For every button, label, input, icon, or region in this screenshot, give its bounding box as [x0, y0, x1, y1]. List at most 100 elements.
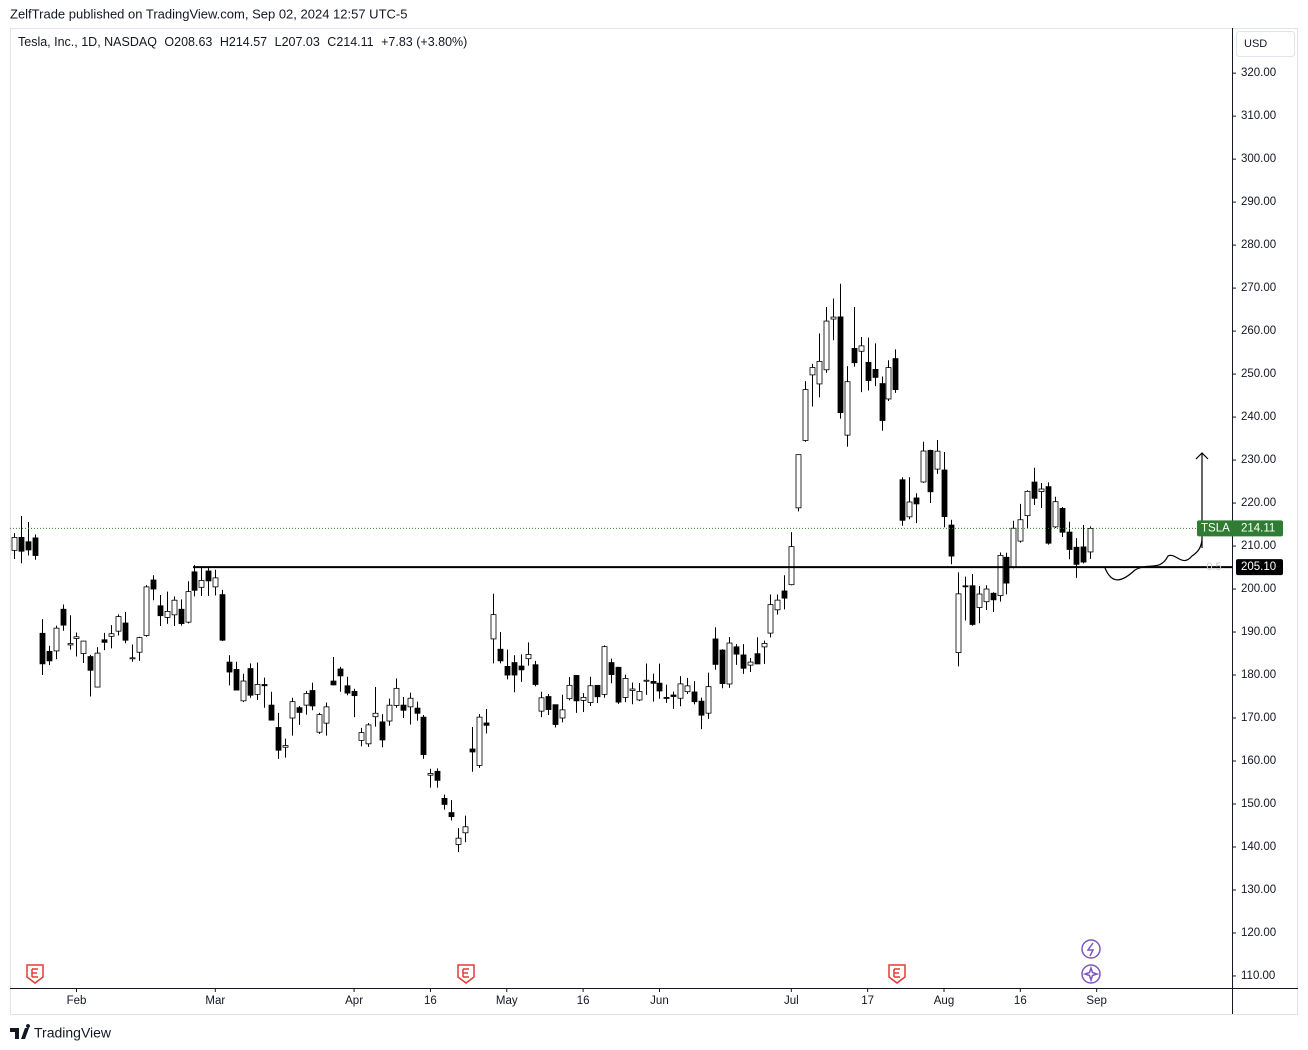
candle-body — [587, 685, 594, 703]
candle-body — [462, 826, 469, 834]
candle-body — [129, 657, 136, 660]
candle-body — [983, 588, 990, 603]
candle-body — [872, 368, 879, 378]
candle-body — [407, 697, 414, 708]
candle-body — [101, 639, 108, 643]
candle-body — [934, 450, 941, 470]
candle-body — [532, 664, 539, 685]
y-tick-label: 130.00 — [1241, 884, 1276, 896]
candle-body — [80, 640, 87, 654]
candle-body — [580, 696, 587, 701]
candle-body — [899, 479, 906, 521]
candle-body — [330, 680, 337, 686]
candle-body — [25, 541, 32, 551]
candle-body — [115, 616, 122, 632]
candle-body — [303, 693, 310, 706]
candle-body — [573, 675, 580, 702]
candle-body — [545, 696, 552, 710]
x-tick-label: 17 — [861, 995, 874, 1007]
y-tick-label: 140.00 — [1241, 841, 1276, 853]
symbol-legend: Tesla, Inc., 1D, NASDAQ O208.63 H214.57 … — [18, 35, 467, 49]
candle-body — [143, 586, 150, 636]
candle-body — [483, 722, 490, 726]
change: +7.83 (+3.80%) — [381, 35, 467, 49]
candle-body — [622, 678, 629, 698]
candle-body — [559, 709, 566, 719]
arrow-head — [1195, 452, 1209, 460]
candle-body — [157, 605, 164, 617]
candle-body — [164, 610, 171, 618]
candle-body — [733, 646, 740, 655]
brand-logo: TradingView — [10, 1024, 112, 1041]
candle-body — [1080, 546, 1087, 563]
candle-body — [879, 383, 886, 421]
candle-body — [386, 704, 393, 722]
candle-body — [643, 679, 650, 682]
candle-body — [18, 537, 25, 552]
candle-body — [837, 316, 844, 414]
candle-body — [254, 684, 261, 695]
candle-body — [1045, 486, 1052, 544]
candle-body — [247, 668, 254, 696]
candle-body — [892, 358, 899, 391]
candle-body — [226, 661, 233, 673]
candle-body — [351, 690, 358, 697]
candle-body — [677, 683, 684, 699]
candle-body — [844, 381, 851, 436]
x-tick-label: Apr — [345, 995, 363, 1007]
candle-body — [594, 684, 601, 698]
candle-body — [455, 837, 462, 845]
candle-body — [67, 643, 74, 646]
candle-body — [885, 367, 892, 400]
y-tick-label: 280.00 — [1241, 239, 1276, 251]
candle-body — [629, 688, 636, 691]
candle-body — [650, 681, 657, 684]
candle-body — [865, 361, 872, 381]
currency-button[interactable] — [1236, 31, 1295, 57]
candle-body — [1038, 488, 1045, 492]
y-tick-label: 240.00 — [1241, 411, 1276, 423]
ohlc-label: H — [220, 35, 229, 49]
y-tick-label: 230.00 — [1241, 454, 1276, 466]
candle-body — [136, 637, 143, 653]
ohlc-label: C — [327, 35, 336, 49]
candle-body — [309, 690, 316, 707]
candle-body — [941, 469, 948, 517]
x-tick-label: Aug — [934, 995, 954, 1007]
candle-body — [990, 592, 997, 601]
candle-body — [913, 497, 920, 505]
candle-body — [636, 691, 643, 701]
x-tick-label: 16 — [1014, 995, 1027, 1007]
currency[interactable]: USD — [1244, 38, 1267, 50]
candle-body — [1024, 490, 1031, 517]
candle-body — [289, 701, 296, 719]
candle-body — [712, 638, 719, 665]
y-tick-label: 310.00 — [1241, 110, 1276, 122]
candle-body — [365, 724, 372, 745]
candle-body — [781, 590, 788, 599]
candle-body — [1052, 501, 1059, 528]
candle-body — [448, 812, 455, 818]
y-tick-label: 220.00 — [1241, 497, 1276, 509]
ohlc-value: 214.11 — [336, 35, 373, 49]
chart-frame — [10, 28, 1298, 1015]
candle-body — [976, 593, 983, 608]
candle-body — [1003, 556, 1010, 584]
candle-body — [185, 591, 192, 623]
candle-body — [1059, 508, 1066, 533]
fib-label: 0.5 — [1206, 561, 1221, 573]
y-tick-label: 270.00 — [1241, 282, 1276, 294]
candle-body — [400, 704, 407, 711]
candle-body — [358, 732, 365, 741]
candle-body — [552, 704, 559, 725]
candle-body — [178, 608, 185, 624]
candle-body — [601, 646, 608, 695]
candle-body — [469, 748, 476, 753]
level-tag — [1236, 559, 1283, 576]
candle-body — [754, 653, 761, 665]
candle-body — [414, 707, 421, 714]
published-note: ZelfTrade published on TradingView.com, … — [10, 6, 407, 21]
x-tick-label: Sep — [1086, 995, 1106, 1007]
y-tick-label: 120.00 — [1241, 927, 1276, 939]
